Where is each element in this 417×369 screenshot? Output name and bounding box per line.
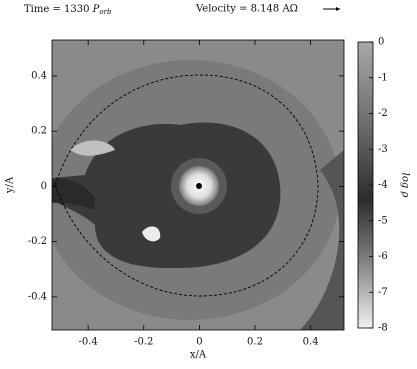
colorbar-tick-label: -7 <box>378 287 388 298</box>
x-axis-label: x/A <box>190 350 207 361</box>
velocity-arrowhead <box>336 7 340 11</box>
y-tick-label: 0.2 <box>31 126 47 137</box>
colorbar-tick-label: -3 <box>378 144 388 155</box>
stream-right <box>300 150 344 330</box>
x-tick-label: 0.4 <box>303 337 319 348</box>
y-tick-label: -0.2 <box>28 236 47 247</box>
time-label: Time = 1330 Porb <box>24 4 112 17</box>
colorbar-tick-label: -1 <box>378 72 388 83</box>
x-tick-label: -0.4 <box>79 337 98 348</box>
colorbar-label: log ρ <box>400 173 411 198</box>
disc <box>52 122 281 269</box>
colorbar-tick-label: -8 <box>378 323 388 334</box>
velocity-label: Velocity = 8.148 AΩ <box>195 4 298 15</box>
time-unit: P <box>92 4 100 15</box>
hot-spot-top <box>70 140 115 156</box>
y-tick-label: 0 <box>41 181 47 192</box>
x-tick-label: 0.2 <box>247 337 263 348</box>
colorbar-tick-label: -6 <box>378 251 388 262</box>
colorbar-tick-label: -2 <box>378 108 388 119</box>
roche-lobe <box>54 74 319 297</box>
hot-spot-bottom <box>142 226 161 242</box>
stream-left <box>52 178 95 210</box>
y-tick-label: 0.4 <box>31 70 47 81</box>
time-unit-sub: orb <box>99 8 112 16</box>
y-axis-label: y/A <box>5 176 16 194</box>
density-field <box>52 40 344 330</box>
time-text: Time = 1330 <box>24 4 89 15</box>
plot-frame <box>51 39 345 331</box>
colorbar-tick-label: 0 <box>378 37 384 48</box>
y-tick-label: -0.4 <box>28 291 47 302</box>
colorbar-tick-label: -5 <box>378 215 388 226</box>
colorbar-tick-label: -4 <box>378 180 388 191</box>
primary-star <box>196 183 202 189</box>
x-tick-label: 0 <box>196 337 202 348</box>
x-tick-label: -0.2 <box>134 337 153 348</box>
